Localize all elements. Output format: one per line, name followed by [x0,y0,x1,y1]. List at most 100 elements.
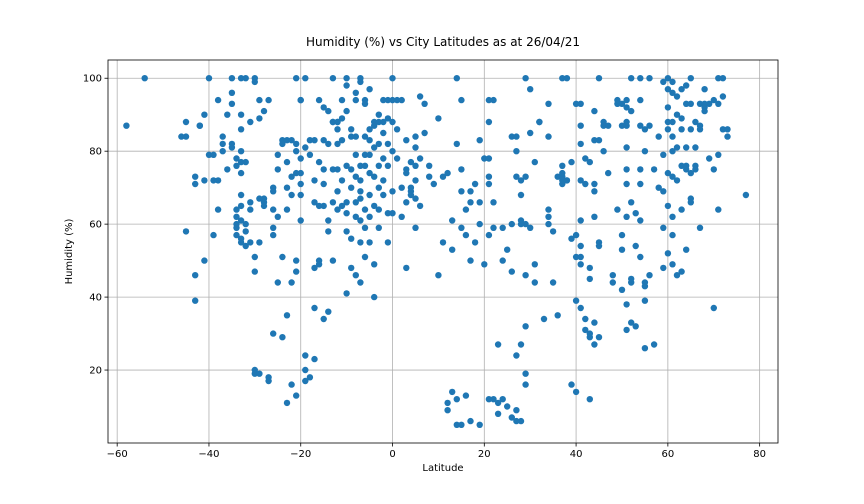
data-point [371,173,378,180]
data-point [288,173,295,180]
data-point [237,169,245,177]
data-point [192,297,199,304]
data-point [233,213,240,220]
data-point [586,275,593,283]
data-point [646,272,653,279]
data-point [325,140,332,148]
data-point [683,82,690,89]
data-point [669,231,676,239]
data-point [623,213,630,220]
data-point [582,155,589,162]
data-point [490,96,497,104]
data-point [577,140,584,148]
data-point [297,180,304,188]
data-point [687,169,694,177]
data-point [669,78,676,86]
data-point [357,177,364,184]
data-point [572,231,580,239]
data-point [343,199,350,206]
data-point [338,115,346,122]
data-point [678,206,685,213]
data-point [517,220,525,228]
data-point [352,272,359,279]
data-point [683,144,690,151]
data-point [343,228,350,235]
data-point [591,137,598,144]
data-point [265,96,272,104]
data-point [439,173,447,180]
data-point [595,242,603,250]
data-point [361,224,369,231]
data-point [380,118,387,126]
data-point [251,253,258,261]
y-tick-label: 80 [89,147,102,158]
data-point [357,217,364,224]
data-point [201,177,208,184]
x-tick-label: 80 [753,449,766,460]
data-point [453,421,460,428]
data-point [412,162,419,169]
data-point [293,169,300,177]
data-point [279,253,286,261]
data-point [660,151,667,158]
data-point [513,133,520,140]
data-point [522,272,529,279]
data-point [577,261,584,268]
data-point [568,381,575,388]
data-point [554,312,561,319]
data-point [595,137,603,144]
data-point [687,199,694,206]
data-point [380,177,387,184]
data-point [357,239,364,246]
data-point [380,129,387,137]
data-point [320,166,327,173]
data-point [669,148,676,155]
data-point [366,126,373,133]
data-point [311,264,318,272]
data-point [600,122,607,129]
data-point [306,137,314,144]
data-point [274,279,281,286]
data-point [582,326,589,334]
data-point [485,118,493,126]
data-point [715,100,722,108]
data-point [522,370,529,377]
data-point [476,421,483,428]
data-point [361,151,369,158]
data-point [366,86,373,93]
data-point [678,162,685,169]
data-point [591,213,598,220]
data-point [247,199,254,206]
data-point [618,122,626,129]
data-point [338,96,346,104]
data-point [494,399,502,407]
data-point [660,78,667,86]
data-point [260,107,268,115]
data-point [389,188,396,195]
data-point [237,75,245,82]
data-point [343,82,350,89]
data-point [237,148,245,155]
data-point [283,206,291,213]
data-point [366,213,373,220]
data-point [256,195,263,202]
data-point [664,86,672,93]
data-point [637,96,644,104]
data-point [549,279,557,286]
data-point [527,129,534,137]
data-point [210,231,217,239]
data-point [678,115,685,122]
data-point [605,122,612,129]
data-point [637,253,644,261]
data-point [371,261,378,268]
data-point [660,264,667,272]
data-point [256,115,263,122]
data-point [623,326,630,334]
data-point [559,162,566,169]
data-point [673,272,681,279]
data-point [517,341,525,348]
data-point [696,224,704,231]
data-point [283,399,291,407]
data-point [449,217,456,224]
